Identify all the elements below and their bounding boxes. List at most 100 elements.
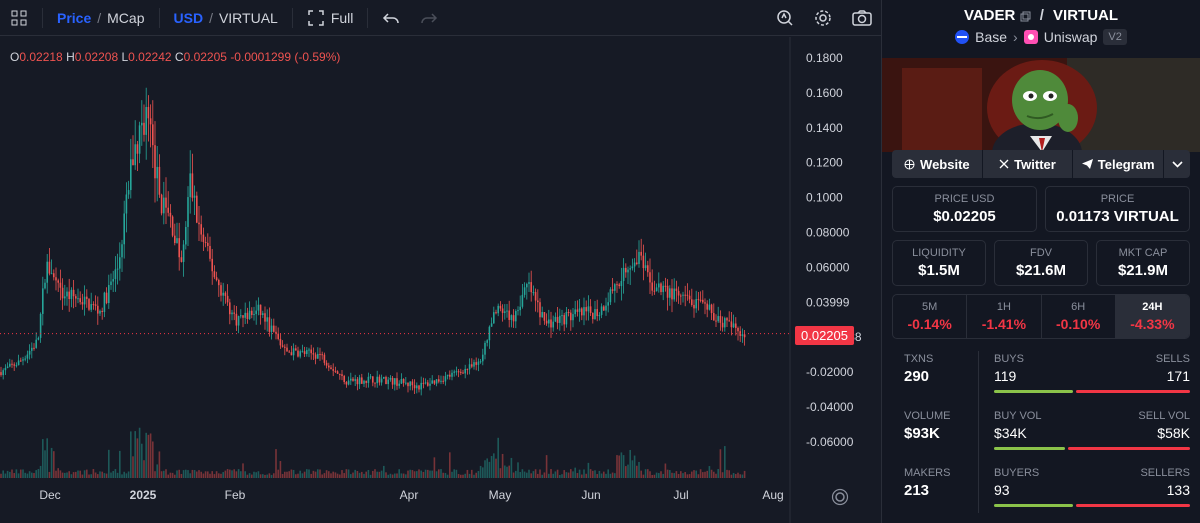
y-tick-label: -0.02000 [806,365,854,379]
volume-bar [213,474,216,478]
tab-5m[interactable]: 5M -0.14% [893,295,968,338]
candle-body [231,312,233,315]
volume-bar [11,469,13,478]
volume-bar [147,434,150,478]
volume-bar [449,452,451,478]
volume-bar [530,473,532,478]
volume-bar [204,471,207,478]
candle-body [108,285,110,304]
volume-bar [292,469,295,478]
volume-bar [550,469,552,478]
price-chart[interactable]: 0.1800 0.1600 0.1400 0.1200 0.1000 0.08000 0.0… [0,37,882,523]
chart-panel[interactable]: Price / MCap USD / VIRTUAL Full [0,0,882,523]
volume-bar [442,472,444,478]
candle-body [306,350,308,355]
volume-bar [321,474,323,478]
fullscreen-button[interactable]: Full [297,0,364,36]
volume-bar [429,470,431,478]
volume-bar [61,472,64,478]
website-button[interactable]: Website [892,150,983,178]
telegram-button[interactable]: Telegram [1073,150,1165,178]
more-links-button[interactable] [1164,150,1190,178]
twitter-button[interactable]: Twitter [983,150,1074,178]
volume-bar [70,474,73,478]
candle-body [730,321,733,328]
candle-body [620,281,623,287]
indicators-button[interactable] [766,0,804,36]
candle-body [277,333,279,339]
candle-body [97,305,99,314]
candle-body [358,377,361,385]
usd-mode[interactable]: USD [173,9,204,26]
candle-body [248,310,251,319]
volume-bar [433,457,436,478]
candle-body [519,306,521,311]
virtual-mode[interactable]: VIRTUAL [218,9,278,26]
screenshot-button[interactable] [842,0,882,36]
copy-icon[interactable] [1020,11,1031,22]
tab-24h[interactable]: 24H -4.33% [1115,295,1189,338]
x-tick-label: Jun [581,488,600,502]
candle-body [506,310,508,312]
candle-body [387,379,389,385]
candle-body [202,234,205,242]
candle-body [160,194,163,214]
undo-button[interactable] [372,0,410,36]
candle-body [86,296,88,299]
volume-bar [534,469,537,478]
price-mode[interactable]: Price [57,9,92,26]
volume-bar [420,470,422,478]
candle-body [145,107,147,135]
candle-body [431,380,433,384]
volume-bar [649,471,651,478]
volume-bar [636,465,638,478]
settings-button[interactable] [804,0,842,36]
candle-body [33,347,35,349]
candle-body [611,289,614,291]
quote-symbol: VIRTUAL [1053,7,1119,24]
volume-bar [526,472,528,478]
candle-body [473,362,475,367]
volume-bar [31,472,33,478]
chart-settings-icon[interactable] [830,487,850,507]
redo-button[interactable] [410,0,448,36]
volume-bar [288,471,290,478]
candle-body [477,361,480,365]
candle-body [103,292,106,313]
tab-1h[interactable]: 1H -1.41% [967,295,1042,338]
candle-body [537,300,539,303]
volume-bar [673,473,675,478]
mcap-mode[interactable]: MCap [107,9,145,26]
candle-body [475,362,477,365]
currency-toggle[interactable]: USD / VIRTUAL [173,9,278,26]
tab-6h[interactable]: 6H -0.10% [1042,295,1116,338]
volume-bar [20,469,22,478]
candle-body [684,294,686,296]
candle-body [88,298,90,310]
liquidity-label: LIQUIDITY [912,247,966,259]
volume-bar [416,471,418,478]
candle-body [94,304,97,306]
volume-bar [97,474,99,478]
candle-body [735,323,737,328]
volume-bar [629,449,631,478]
volume-bar [262,474,264,478]
price-mcap-toggle[interactable]: Price / MCap [57,9,145,26]
candle-body [308,349,310,351]
volume-bar [640,470,642,478]
volume-bar [224,470,227,478]
volume-bar [677,473,680,478]
chain-line: Base › Uniswap V2 [882,29,1200,45]
volume-bar [510,457,513,478]
volume-bar [631,460,634,478]
layout-grid-button[interactable] [0,0,38,36]
candle-body [581,308,583,316]
candle-body [374,382,376,384]
candle-body [532,292,535,294]
volume-bar [556,469,559,478]
chain-name[interactable]: Base [975,29,1008,45]
volume-bar [125,473,128,478]
volume-bar [237,469,240,478]
dex-name[interactable]: Uniswap [1043,29,1098,45]
x-tick-label: Aug [762,488,783,502]
